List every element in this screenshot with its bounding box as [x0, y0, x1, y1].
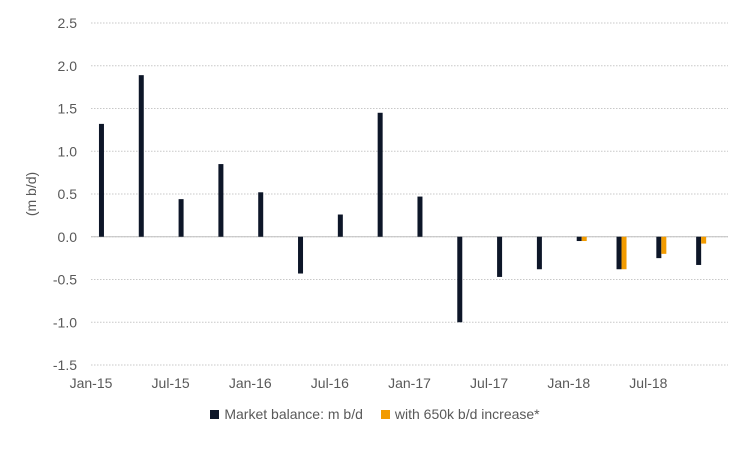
- bar-market-balance: [616, 236, 622, 270]
- y-tick-label: 2.0: [58, 58, 78, 74]
- y-tick-label: -0.5: [53, 272, 77, 288]
- y-tick-label: 0.5: [58, 186, 78, 202]
- bar-market-balance: [218, 164, 224, 237]
- grid-lines: [91, 22, 728, 366]
- y-tick-label: -1.5: [53, 357, 77, 373]
- y-tick-label: 1.5: [58, 101, 78, 117]
- bar-market-balance: [457, 236, 463, 323]
- bar-market-balance: [417, 196, 423, 237]
- y-axis-label: (m b/d): [23, 172, 39, 216]
- legend-swatch-market-balance: [210, 409, 220, 419]
- x-tick-label: Jan-16: [229, 375, 272, 391]
- x-tick-label: Jul-16: [311, 375, 349, 391]
- x-tick-label: Jul-15: [152, 375, 190, 391]
- legend-label-market-balance: Market balance: m b/d: [224, 406, 363, 422]
- y-tick-label: 2.5: [58, 15, 78, 31]
- x-tick-label: Jul-18: [629, 375, 667, 391]
- y-tick-label: 1.0: [58, 143, 78, 159]
- bar-market-balance: [656, 236, 662, 259]
- bar-market-balance: [337, 214, 343, 237]
- legend-item-650k-increase: with 650k b/d increase*: [380, 406, 540, 422]
- x-tick-label: Jan-17: [388, 375, 431, 391]
- bar-market-balance: [258, 192, 264, 237]
- bar-market-balance: [377, 112, 383, 237]
- legend-item-market-balance: Market balance: m b/d: [210, 406, 363, 422]
- tick-labels: 2.5 2.0 1.5 1.0 0.5 0.0 -0.5 -1.0 -1.5 Jan-15 Jul-…: [53, 15, 668, 391]
- bar-market-balance: [576, 236, 582, 242]
- y-tick-label: 0.0: [58, 229, 78, 245]
- bar-650k-increase: [701, 236, 707, 244]
- bar-market-balance: [98, 123, 104, 237]
- bar-market-balance: [138, 75, 144, 237]
- bar-chart: 2.5 2.0 1.5 1.0 0.5 0.0 -0.5 -1.0 -1.5 Jan-15 Jul-…: [23, 15, 728, 391]
- y-tick-label: -1.0: [53, 314, 77, 330]
- x-tick-label: Jan-15: [70, 375, 113, 391]
- bar-650k-increase: [621, 236, 627, 270]
- bar-650k-increase: [661, 236, 667, 254]
- bar-market-balance: [497, 236, 503, 277]
- x-tick-label: Jul-17: [470, 375, 508, 391]
- legend-swatch-650k-increase: [380, 409, 390, 419]
- legend-label-650k-increase: with 650k b/d increase*: [394, 406, 540, 422]
- x-tick-label: Jan-18: [547, 375, 590, 391]
- bars: [98, 75, 707, 323]
- bar-market-balance: [298, 236, 304, 274]
- bar-market-balance: [696, 236, 702, 265]
- bar-650k-increase: [581, 236, 587, 242]
- legend: Market balance: m b/d with 650k b/d incr…: [0, 406, 750, 422]
- bar-market-balance: [178, 199, 184, 237]
- bar-market-balance: [536, 236, 542, 270]
